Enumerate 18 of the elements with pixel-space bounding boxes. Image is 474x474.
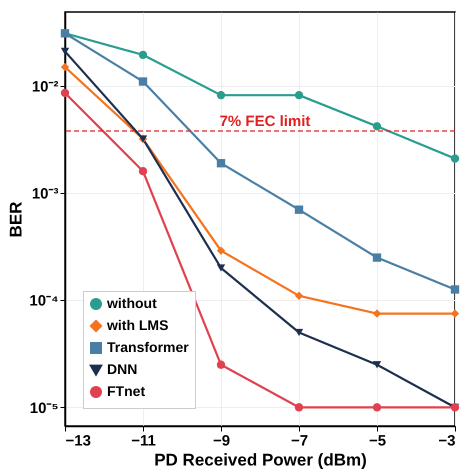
legend-label: FTnet	[107, 383, 146, 399]
x-tick-label: −13	[66, 432, 91, 450]
legend-label: without	[106, 295, 158, 311]
y-axis-title: BER	[6, 202, 26, 238]
legend-label: Transformer	[107, 339, 190, 355]
x-axis-title: PD Received Power (dBm)	[154, 450, 367, 470]
legend-label: DNN	[107, 361, 138, 377]
x-tick-label: −7	[290, 432, 308, 450]
y-tick-label: 10⁻⁵	[30, 400, 58, 417]
x-tick-label: −9	[212, 432, 230, 450]
y-tick-label: 10⁻²	[32, 78, 58, 96]
ref-line-label: 7% FEC limit	[220, 112, 310, 130]
y-tick-label: 10⁻³	[32, 186, 58, 203]
x-tick-label: −5	[368, 432, 386, 450]
legend-label: with LMS	[106, 317, 168, 333]
y-tick-label: 10⁻⁴	[29, 292, 58, 310]
x-tick-label: −3	[438, 432, 456, 450]
x-tick-label: −11	[131, 432, 156, 450]
